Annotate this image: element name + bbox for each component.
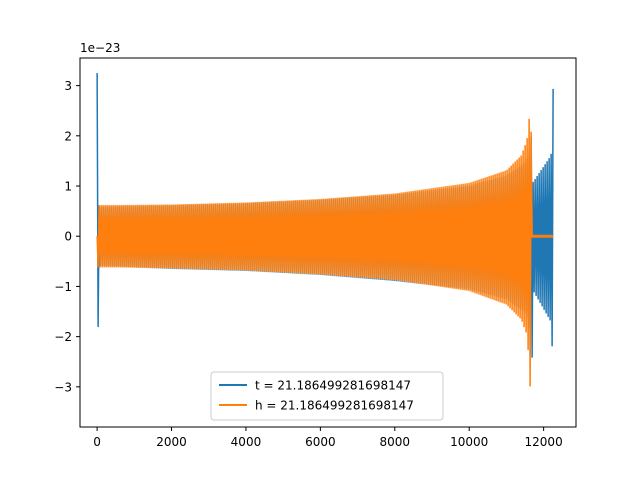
axes: 0 2000 4000 6000 8000 10000 12000 −3 −2 −1 0 1 2 3 — [54, 57, 577, 449]
x-tick-label: 2000 — [156, 435, 187, 449]
x-tick-label: 6000 — [305, 435, 336, 449]
y-tick-label: −2 — [54, 330, 72, 344]
y-tick-label: 1 — [64, 180, 72, 194]
series-2-path — [96, 118, 554, 387]
axes-frame — [79, 57, 577, 428]
y-tick-label: −3 — [54, 380, 72, 394]
legend-label-2: h = 21.186499281698147 — [255, 399, 414, 413]
series-2-line — [96, 118, 554, 387]
x-tick-label: 10000 — [450, 435, 488, 449]
legend-label-1: t = 21.186499281698147 — [255, 379, 411, 393]
y-tick-label: 2 — [64, 129, 72, 143]
x-tick-label: 8000 — [380, 435, 411, 449]
y-tick-label: −1 — [54, 280, 72, 294]
legend: t = 21.186499281698147 h = 21.18649928169… — [210, 371, 444, 421]
x-tick-label: 12000 — [525, 435, 563, 449]
y-scale-label: 1e−23 — [80, 41, 120, 55]
x-tick-label: 0 — [93, 435, 101, 449]
x-tick-label: 4000 — [231, 435, 262, 449]
y-tick-label: 0 — [64, 230, 72, 244]
plot-area — [96, 73, 554, 387]
legend-box — [210, 371, 444, 421]
y-tick-label: 3 — [64, 79, 72, 93]
